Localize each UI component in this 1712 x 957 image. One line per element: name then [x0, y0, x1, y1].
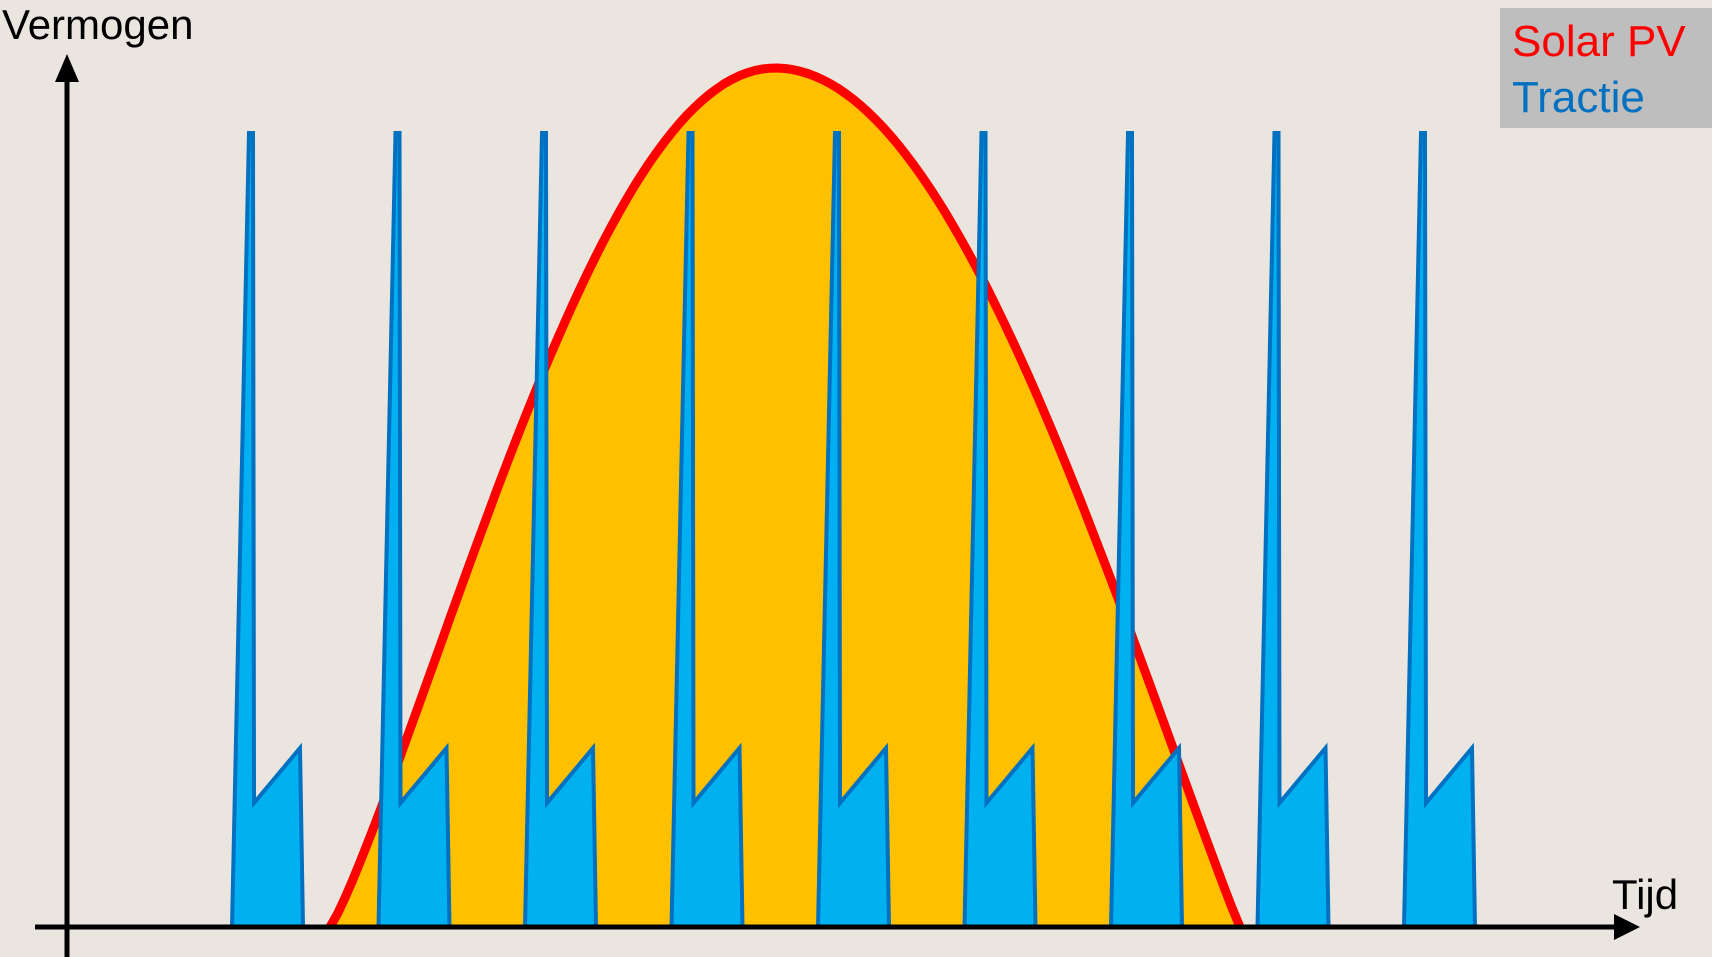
solar-pv-fill [330, 68, 1240, 927]
legend-item-tractie: Tractie [1512, 73, 1645, 122]
axes [35, 54, 1640, 957]
legend-item-solar-pv: Solar PV [1512, 17, 1686, 66]
x-axis-label: Tijd [1612, 871, 1679, 918]
solar-pv-curve [326, 63, 1245, 930]
solar-pv-area [326, 63, 1245, 930]
x-axis-arrow-icon [1614, 914, 1640, 940]
traction-pulse [1108, 131, 1185, 929]
traction-pulse [1401, 131, 1478, 929]
legend: Solar PV Tractie [1500, 8, 1712, 128]
y-axis-arrow-icon [55, 54, 79, 82]
traction-pulse [376, 131, 452, 929]
y-axis-label: Vermogen [2, 1, 194, 48]
traction-pulse [229, 131, 306, 929]
traction-pulse [1255, 131, 1331, 929]
